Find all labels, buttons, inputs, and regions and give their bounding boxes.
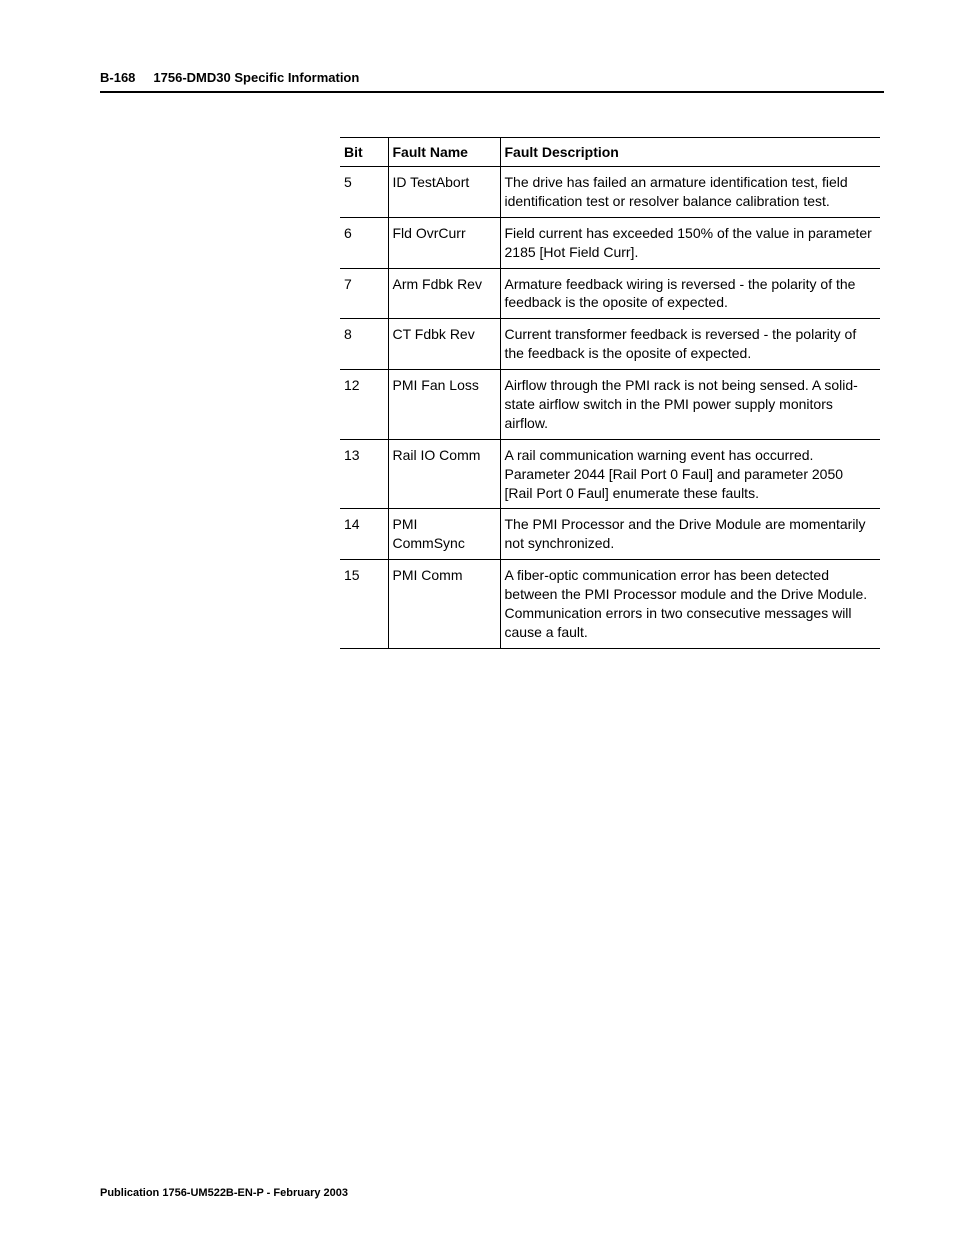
cell-fault-name: Fld OvrCurr <box>388 217 500 268</box>
cell-fault-name: Arm Fdbk Rev <box>388 268 500 319</box>
cell-bit: 12 <box>340 370 388 440</box>
cell-bit: 14 <box>340 509 388 560</box>
cell-fault-name: CT Fdbk Rev <box>388 319 500 370</box>
header-rule <box>100 91 884 93</box>
cell-fault-name: PMI CommSync <box>388 509 500 560</box>
cell-fault-description: Airflow through the PMI rack is not bein… <box>500 370 880 440</box>
table-row: 7 Arm Fdbk Rev Armature feedback wiring … <box>340 268 880 319</box>
table-row: 15 PMI Comm A fiber-optic communication … <box>340 560 880 649</box>
cell-fault-name: ID TestAbort <box>388 167 500 218</box>
page-header: B-168 1756-DMD30 Specific Information <box>100 70 884 85</box>
cell-fault-description: The drive has failed an armature identif… <box>500 167 880 218</box>
col-header-fault-name: Fault Name <box>388 138 500 167</box>
cell-fault-name: Rail IO Comm <box>388 439 500 509</box>
fault-table-container: Bit Fault Name Fault Description 5 ID Te… <box>340 137 884 649</box>
publication-footer: Publication 1756-UM522B-EN-P - February … <box>100 1187 348 1199</box>
cell-fault-description: Field current has exceeded 150% of the v… <box>500 217 880 268</box>
fault-table: Bit Fault Name Fault Description 5 ID Te… <box>340 137 880 649</box>
cell-fault-description: A rail communication warning event has o… <box>500 439 880 509</box>
cell-fault-description: The PMI Processor and the Drive Module a… <box>500 509 880 560</box>
cell-bit: 7 <box>340 268 388 319</box>
table-header-row: Bit Fault Name Fault Description <box>340 138 880 167</box>
cell-bit: 8 <box>340 319 388 370</box>
cell-bit: 15 <box>340 560 388 649</box>
cell-fault-description: A fiber-optic communication error has be… <box>500 560 880 649</box>
table-row: 13 Rail IO Comm A rail communication war… <box>340 439 880 509</box>
cell-fault-name: PMI Comm <box>388 560 500 649</box>
table-row: 6 Fld OvrCurr Field current has exceeded… <box>340 217 880 268</box>
table-row: 12 PMI Fan Loss Airflow through the PMI … <box>340 370 880 440</box>
cell-fault-description: Current transformer feedback is reversed… <box>500 319 880 370</box>
page-number: B-168 <box>100 70 135 85</box>
page: B-168 1756-DMD30 Specific Information Bi… <box>0 0 954 1243</box>
page-title: 1756-DMD30 Specific Information <box>153 70 359 85</box>
cell-fault-description: Armature feedback wiring is reversed - t… <box>500 268 880 319</box>
cell-bit: 6 <box>340 217 388 268</box>
table-row: 5 ID TestAbort The drive has failed an a… <box>340 167 880 218</box>
col-header-fault-description: Fault Description <box>500 138 880 167</box>
cell-fault-name: PMI Fan Loss <box>388 370 500 440</box>
cell-bit: 5 <box>340 167 388 218</box>
table-row: 8 CT Fdbk Rev Current transformer feedba… <box>340 319 880 370</box>
cell-bit: 13 <box>340 439 388 509</box>
col-header-bit: Bit <box>340 138 388 167</box>
table-row: 14 PMI CommSync The PMI Processor and th… <box>340 509 880 560</box>
